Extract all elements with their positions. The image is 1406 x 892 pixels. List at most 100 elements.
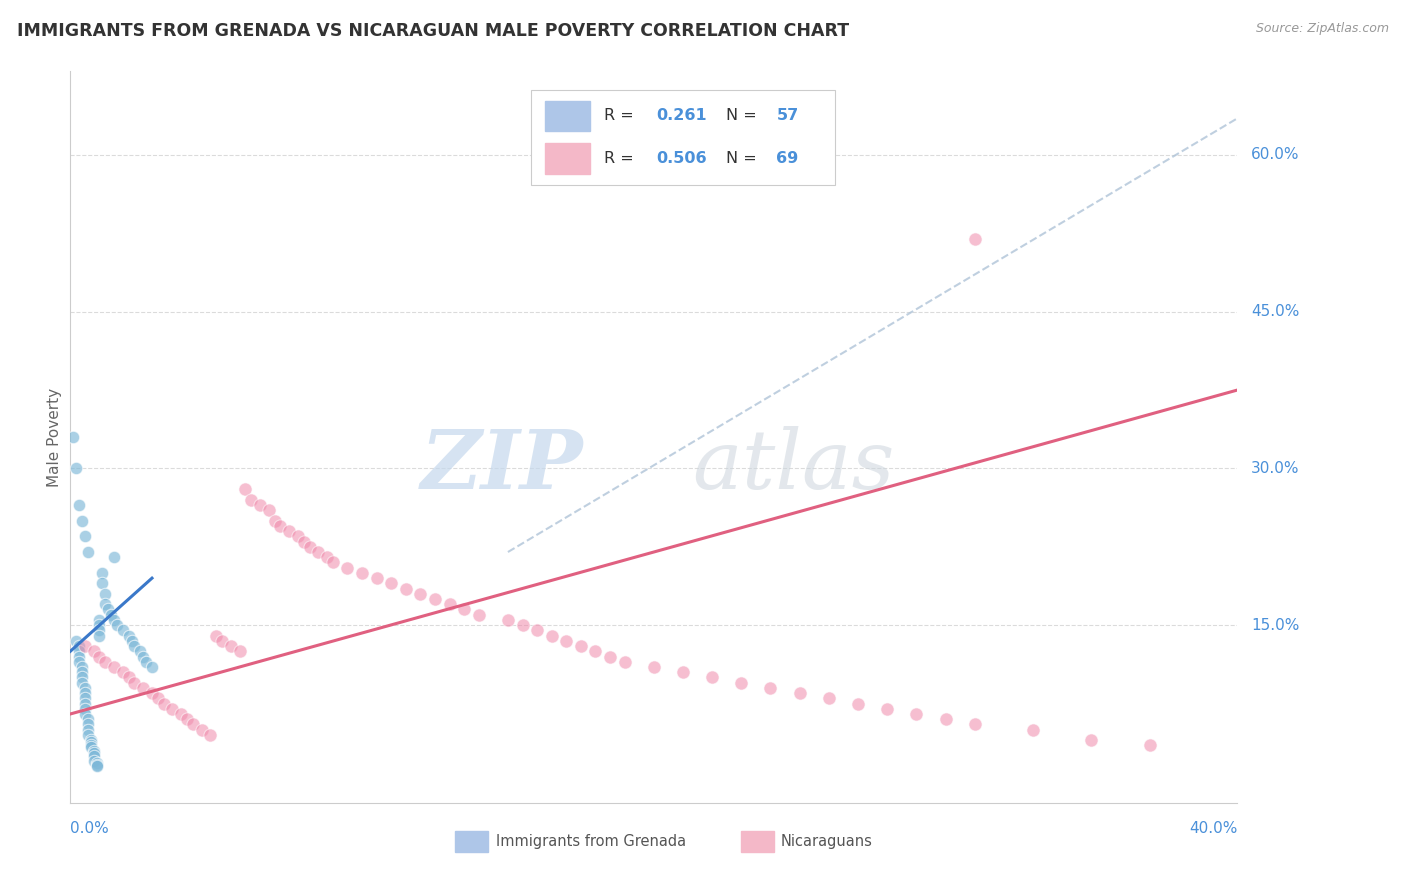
FancyBboxPatch shape bbox=[546, 143, 589, 174]
Text: 15.0%: 15.0% bbox=[1251, 617, 1299, 632]
Text: ZIP: ZIP bbox=[422, 426, 583, 507]
FancyBboxPatch shape bbox=[456, 831, 488, 852]
Point bbox=[105, 618, 128, 632]
Point bbox=[287, 529, 309, 543]
Point bbox=[80, 733, 103, 747]
Point bbox=[70, 670, 93, 684]
Point bbox=[73, 702, 96, 716]
Point bbox=[76, 545, 98, 559]
Point bbox=[118, 670, 141, 684]
Point bbox=[89, 618, 111, 632]
Point bbox=[76, 717, 98, 731]
Point bbox=[526, 624, 548, 638]
Text: 69: 69 bbox=[776, 151, 799, 166]
Point bbox=[129, 644, 152, 658]
Point bbox=[103, 660, 125, 674]
Point bbox=[643, 660, 665, 674]
Point bbox=[103, 550, 125, 565]
Point bbox=[73, 529, 96, 543]
Point bbox=[70, 660, 93, 674]
Text: N =: N = bbox=[725, 109, 762, 123]
Point bbox=[83, 748, 105, 763]
Text: N =: N = bbox=[725, 151, 762, 166]
Point bbox=[316, 550, 339, 565]
Text: IMMIGRANTS FROM GRENADA VS NICARAGUAN MALE POVERTY CORRELATION CHART: IMMIGRANTS FROM GRENADA VS NICARAGUAN MA… bbox=[17, 22, 849, 40]
Point bbox=[83, 746, 105, 760]
Text: 0.0%: 0.0% bbox=[70, 822, 110, 837]
Point bbox=[219, 639, 242, 653]
Point bbox=[233, 483, 256, 497]
Point bbox=[1080, 733, 1102, 747]
Point bbox=[83, 754, 105, 768]
Point bbox=[1022, 723, 1045, 737]
Text: R =: R = bbox=[603, 109, 638, 123]
Point bbox=[62, 430, 84, 444]
Point bbox=[700, 670, 723, 684]
Point bbox=[67, 498, 90, 512]
Text: Nicaraguans: Nicaraguans bbox=[780, 834, 873, 849]
Point bbox=[1139, 739, 1161, 753]
Point bbox=[83, 743, 105, 757]
Text: 45.0%: 45.0% bbox=[1251, 304, 1299, 319]
Point bbox=[80, 740, 103, 755]
Point bbox=[496, 613, 519, 627]
Text: Immigrants from Grenada: Immigrants from Grenada bbox=[496, 834, 686, 849]
FancyBboxPatch shape bbox=[741, 831, 773, 852]
Text: 30.0%: 30.0% bbox=[1251, 461, 1299, 476]
Point bbox=[152, 697, 174, 711]
Point bbox=[67, 639, 90, 653]
Point bbox=[94, 587, 117, 601]
Point bbox=[89, 613, 111, 627]
Point bbox=[336, 560, 359, 574]
Point bbox=[613, 655, 636, 669]
Point bbox=[80, 735, 103, 749]
Point bbox=[366, 571, 388, 585]
Point bbox=[70, 675, 93, 690]
Point bbox=[80, 739, 103, 753]
Point bbox=[453, 602, 475, 616]
Point bbox=[730, 675, 752, 690]
Point bbox=[423, 592, 446, 607]
Point bbox=[135, 655, 157, 669]
Point bbox=[111, 665, 134, 680]
Point bbox=[818, 691, 841, 706]
Point bbox=[124, 639, 146, 653]
Point bbox=[73, 681, 96, 695]
Point bbox=[395, 582, 418, 596]
Point bbox=[89, 624, 111, 638]
Point bbox=[540, 629, 562, 643]
Point bbox=[249, 498, 271, 512]
FancyBboxPatch shape bbox=[531, 90, 835, 185]
Point bbox=[292, 534, 315, 549]
Point bbox=[934, 712, 956, 726]
Point bbox=[73, 686, 96, 700]
Point bbox=[97, 602, 120, 616]
Point bbox=[76, 712, 98, 726]
Point bbox=[170, 706, 193, 721]
Point bbox=[240, 492, 263, 507]
Point bbox=[352, 566, 374, 580]
Point bbox=[512, 618, 534, 632]
Point bbox=[73, 706, 96, 721]
Point bbox=[73, 697, 96, 711]
Point bbox=[65, 461, 87, 475]
Point bbox=[468, 607, 491, 622]
Point bbox=[278, 524, 301, 538]
Point bbox=[599, 649, 621, 664]
Point bbox=[146, 691, 169, 706]
Point bbox=[263, 514, 285, 528]
Point bbox=[67, 644, 90, 658]
Point bbox=[132, 649, 155, 664]
Point bbox=[111, 624, 134, 638]
Point bbox=[569, 639, 592, 653]
Point bbox=[94, 597, 117, 611]
Point bbox=[672, 665, 695, 680]
Point bbox=[298, 540, 321, 554]
Point bbox=[100, 607, 122, 622]
Point bbox=[86, 758, 108, 772]
Point bbox=[94, 655, 117, 669]
Point bbox=[86, 756, 108, 770]
Point bbox=[89, 649, 111, 664]
Point bbox=[905, 706, 928, 721]
Point bbox=[211, 633, 233, 648]
